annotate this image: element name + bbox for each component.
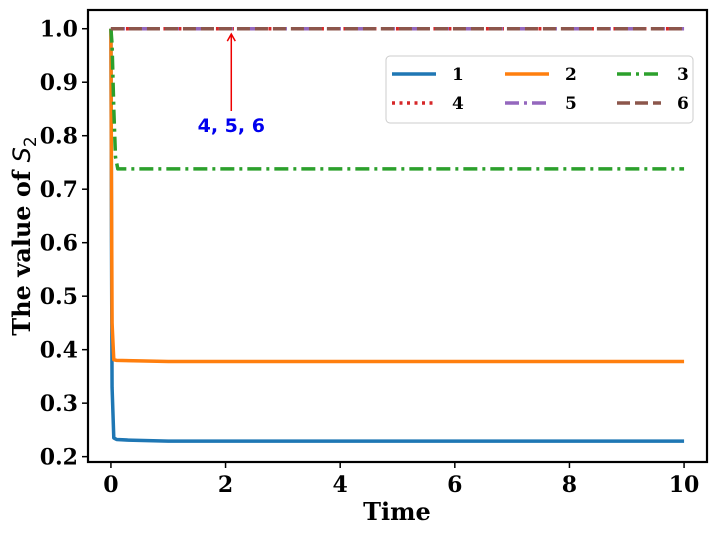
legend-label-5: 5 <box>565 94 577 114</box>
y-tick-label: 0.4 <box>40 338 78 364</box>
y-tick-label: 0.9 <box>40 70 78 96</box>
y-axis-label-symbol: S <box>8 147 36 162</box>
legend-label-2: 2 <box>565 65 577 85</box>
x-tick-label: 8 <box>562 472 577 498</box>
y-tick-label: 0.2 <box>40 445 78 471</box>
x-tick-label: 10 <box>669 472 700 498</box>
legend: 1 2 3 4 5 6 <box>385 55 694 124</box>
plot-frame <box>86 8 709 464</box>
annotation-arrowhead <box>226 32 236 42</box>
y-axis-label-text: The value of <box>7 169 36 336</box>
series-layer <box>109 26 685 443</box>
x-tick-label: 6 <box>447 472 462 498</box>
y-tick-label: 0.5 <box>40 284 78 310</box>
legend-label-1: 1 <box>452 65 464 85</box>
y-tick-label: 0.6 <box>40 231 78 257</box>
x-axis-label: Time <box>363 497 431 526</box>
y-axis-label-subscript: 2 <box>21 136 41 147</box>
legend-label-3: 3 <box>677 65 689 85</box>
annotation-label: 4, 5, 6 <box>198 115 265 137</box>
y-axis-label-group: The value of S2 <box>7 136 41 335</box>
series-2-line <box>109 28 685 364</box>
y-tick-label: 0.3 <box>40 391 78 417</box>
legend-label-6: 6 <box>677 94 689 114</box>
y-axis-label: The value of S2 <box>7 136 41 335</box>
x-tick-label: 4 <box>333 472 348 498</box>
annotation-layer: 4, 5, 6 <box>198 32 265 137</box>
x-tick-label: 0 <box>103 472 118 498</box>
legend-label-4: 4 <box>452 94 464 114</box>
y-tick-label: 1.0 <box>40 17 78 43</box>
y-tick-label: 0.8 <box>40 124 78 150</box>
ticks-layer: 0 2 4 6 8 10 0.2 0.3 0.4 0.5 0.6 0.7 0.8 0.9 1.0 <box>40 17 700 498</box>
x-tick-label: 2 <box>218 472 233 498</box>
y-tick-label: 0.7 <box>40 177 78 203</box>
series-3-line <box>109 28 685 171</box>
legend-box <box>385 55 694 124</box>
